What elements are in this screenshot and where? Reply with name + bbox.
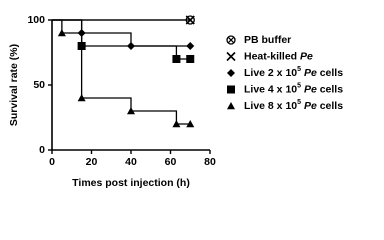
survival-line xyxy=(52,19,191,125)
legend-text-part: Heat-killed xyxy=(244,50,300,62)
legend-label: Live 2 x 105 Pe cells xyxy=(244,66,343,78)
marker xyxy=(227,69,235,77)
marker xyxy=(172,55,181,63)
x-tick-label: 40 xyxy=(125,156,137,168)
legend-text-part: Live 8 x 10 xyxy=(244,100,297,112)
legend-label: PB buffer xyxy=(244,34,291,46)
marker xyxy=(172,120,181,128)
marker xyxy=(186,42,195,50)
legend-text-part: Pe xyxy=(301,100,317,112)
marker xyxy=(226,35,236,45)
survival-line xyxy=(52,19,191,60)
marker xyxy=(57,29,66,37)
legend-text-part: 5 xyxy=(297,66,301,73)
legend-text-part: Live 2 x 10 xyxy=(244,67,297,79)
marker-part xyxy=(227,36,235,44)
marker xyxy=(186,120,195,128)
legend-text-part: Pe xyxy=(301,67,317,79)
legend-text-part: cells xyxy=(317,83,343,95)
y-axis-label: Survival rate (%) xyxy=(8,44,20,126)
x-tick-label: 60 xyxy=(165,156,177,168)
marker xyxy=(227,102,235,110)
marker xyxy=(186,55,195,63)
x-tick-label: 0 xyxy=(49,156,55,168)
marker xyxy=(77,94,86,102)
y-tick-label: 0 xyxy=(39,144,45,156)
y-tick-label: 50 xyxy=(33,79,45,91)
legend-text-part: Pe xyxy=(301,83,317,95)
marker xyxy=(185,15,195,25)
legend-text-part: cells xyxy=(317,67,343,79)
legend-text-part: 5 xyxy=(297,83,301,90)
legend-text-part: cells xyxy=(317,100,343,112)
legend-text-part: 5 xyxy=(297,99,301,106)
legend-text-part: Pe xyxy=(300,50,313,62)
legend-text-part: Live 4 x 10 xyxy=(244,83,297,95)
chart: Survival rate (%) Times post injection (… xyxy=(8,14,343,189)
legend-label: Heat-killed Pe xyxy=(244,50,313,62)
marker xyxy=(127,107,135,115)
marker xyxy=(227,85,235,94)
y-tick-label: 100 xyxy=(27,14,45,26)
x-axis-label: Times post injection (h) xyxy=(72,177,190,189)
legend-label: Live 4 x 105 Pe cells xyxy=(244,83,343,95)
legend-text-part: PB buffer xyxy=(244,34,291,46)
legend-label: Live 8 x 105 Pe cells xyxy=(244,99,343,111)
x-tick-label: 20 xyxy=(86,156,98,168)
x-tick-label: 80 xyxy=(204,156,216,168)
marker xyxy=(226,51,236,62)
